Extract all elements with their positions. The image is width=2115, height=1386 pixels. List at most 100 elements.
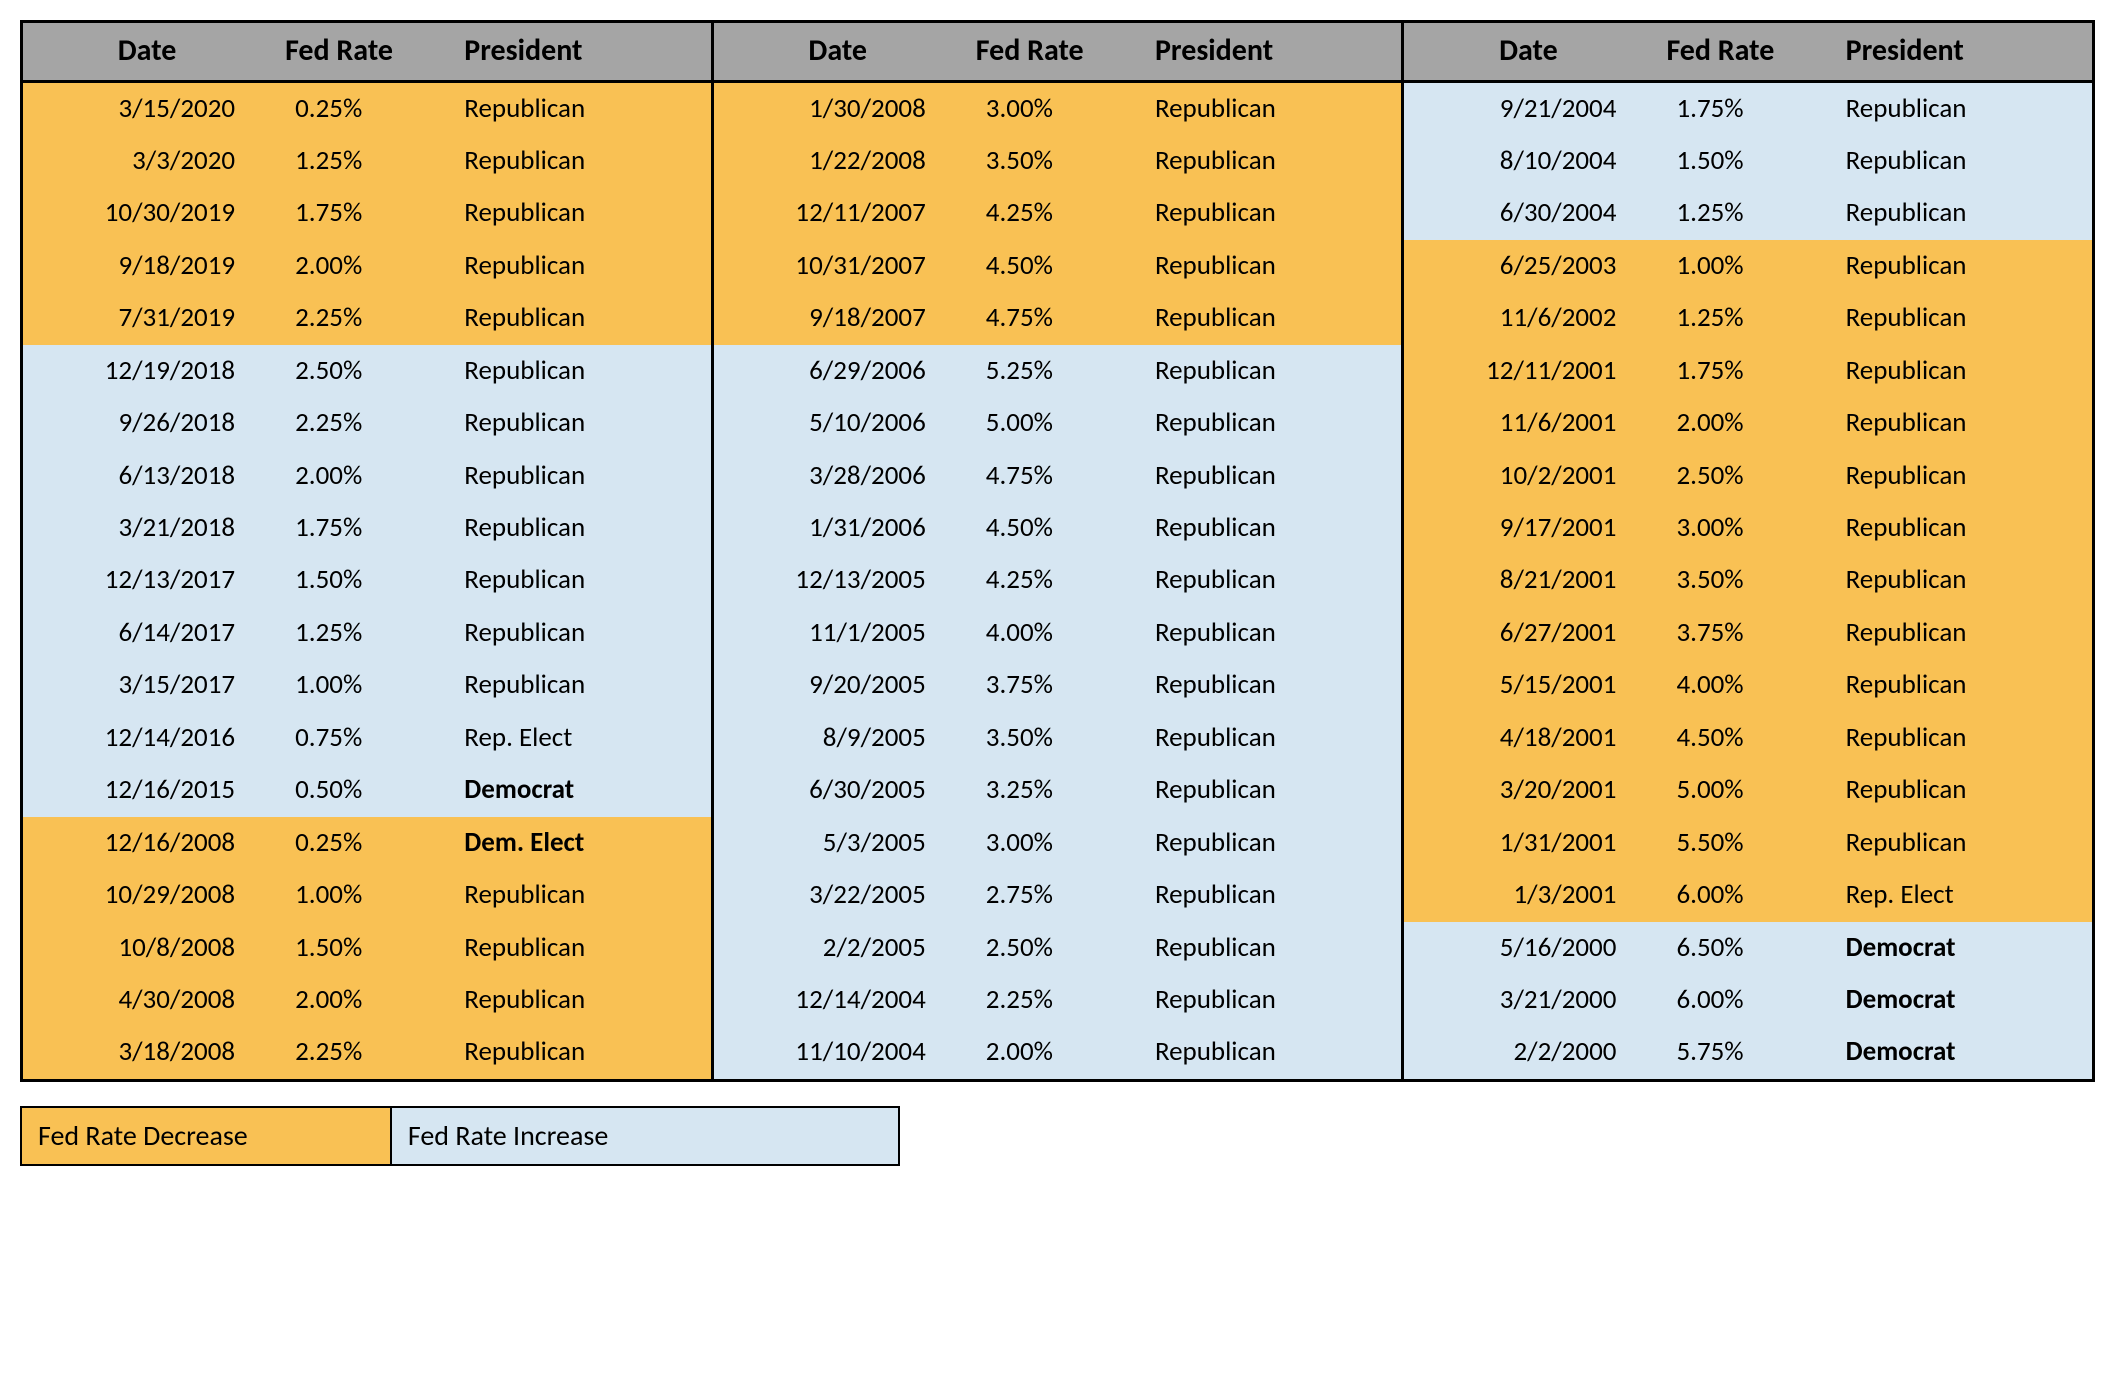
cell-date: 12/14/2016 — [23, 712, 271, 764]
header-rate: Fed Rate — [962, 23, 1141, 81]
cell-rate: 1.00% — [271, 869, 450, 921]
table-row: 10/29/20081.00%Republican — [23, 869, 712, 921]
cell-rate: 5.00% — [1652, 764, 1831, 816]
table-row: 12/11/20011.75%Republican — [1404, 345, 2093, 397]
cell-date: 9/18/2007 — [714, 292, 962, 344]
cell-date: 10/31/2007 — [714, 240, 962, 292]
cell-president: Republican — [1141, 922, 1403, 974]
table-row: 3/15/20200.25%Republican — [23, 81, 712, 135]
table-row: 12/14/20042.25%Republican — [714, 974, 1403, 1026]
cell-date: 1/22/2008 — [714, 135, 962, 187]
cell-president: Republican — [1141, 974, 1403, 1026]
cell-rate: 5.00% — [962, 397, 1141, 449]
table-row: 6/30/20041.25%Republican — [1404, 187, 2093, 239]
cell-president: Republican — [1832, 81, 2094, 135]
table-row: 4/30/20082.00%Republican — [23, 974, 712, 1026]
cell-president: Republican — [450, 922, 712, 974]
cell-rate: 2.25% — [271, 397, 450, 449]
cell-date: 11/6/2001 — [1404, 397, 1652, 449]
header-rate: Fed Rate — [271, 23, 450, 81]
cell-date: 5/10/2006 — [714, 397, 962, 449]
table-row: 1/3/20016.00%Rep. Elect — [1404, 869, 2093, 921]
table-row: 12/11/20074.25%Republican — [714, 187, 1403, 239]
cell-date: 9/17/2001 — [1404, 502, 1652, 554]
cell-president: Republican — [450, 502, 712, 554]
table-row: 4/18/20014.50%Republican — [1404, 712, 2093, 764]
cell-president: Republican — [1141, 659, 1403, 711]
table-row: 6/25/20031.00%Republican — [1404, 240, 2093, 292]
cell-rate: 6.00% — [1652, 869, 1831, 921]
cell-date: 12/16/2008 — [23, 817, 271, 869]
cell-rate: 2.75% — [962, 869, 1141, 921]
cell-president: Republican — [1832, 345, 2094, 397]
cell-rate: 5.75% — [1652, 1026, 1831, 1078]
cell-date: 3/3/2020 — [23, 135, 271, 187]
header-row: DateFed RatePresident — [1404, 23, 2093, 81]
header-row: DateFed RatePresident — [23, 23, 712, 81]
table-row: 3/21/20006.00%Democrat — [1404, 974, 2093, 1026]
cell-date: 8/21/2001 — [1404, 554, 1652, 606]
table-row: 5/15/20014.00%Republican — [1404, 659, 2093, 711]
table-row: 3/28/20064.75%Republican — [714, 450, 1403, 502]
cell-date: 12/16/2015 — [23, 764, 271, 816]
cell-date: 12/13/2017 — [23, 554, 271, 606]
cell-rate: 1.75% — [1652, 345, 1831, 397]
cell-rate: 0.75% — [271, 712, 450, 764]
cell-rate: 4.50% — [962, 502, 1141, 554]
cell-date: 3/28/2006 — [714, 450, 962, 502]
table-row: 1/31/20015.50%Republican — [1404, 817, 2093, 869]
cell-date: 3/21/2000 — [1404, 974, 1652, 1026]
cell-rate: 5.50% — [1652, 817, 1831, 869]
legend-increase: Fed Rate Increase — [390, 1108, 898, 1164]
cell-president: Republican — [1141, 345, 1403, 397]
cell-president: Republican — [1141, 817, 1403, 869]
table-row: 3/21/20181.75%Republican — [23, 502, 712, 554]
cell-president: Dem. Elect — [450, 817, 712, 869]
cell-president: Republican — [450, 292, 712, 344]
cell-date: 6/30/2004 — [1404, 187, 1652, 239]
table-row: 1/31/20064.50%Republican — [714, 502, 1403, 554]
cell-president: Rep. Elect — [1832, 869, 2094, 921]
cell-president: Democrat — [450, 764, 712, 816]
table-row: 1/22/20083.50%Republican — [714, 135, 1403, 187]
cell-rate: 1.00% — [1652, 240, 1831, 292]
cell-rate: 4.50% — [962, 240, 1141, 292]
cell-president: Republican — [1141, 869, 1403, 921]
cell-rate: 6.00% — [1652, 974, 1831, 1026]
table-row: 1/30/20083.00%Republican — [714, 81, 1403, 135]
cell-rate: 2.50% — [1652, 450, 1831, 502]
table-row: 6/13/20182.00%Republican — [23, 450, 712, 502]
cell-president: Democrat — [1832, 922, 2094, 974]
cell-date: 2/2/2005 — [714, 922, 962, 974]
cell-rate: 4.25% — [962, 554, 1141, 606]
cell-president: Democrat — [1832, 1026, 2094, 1078]
cell-president: Republican — [450, 345, 712, 397]
cell-date: 2/2/2000 — [1404, 1026, 1652, 1078]
cell-rate: 5.25% — [962, 345, 1141, 397]
cell-president: Republican — [1141, 607, 1403, 659]
cell-president: Republican — [1141, 450, 1403, 502]
table-row: 10/8/20081.50%Republican — [23, 922, 712, 974]
header-row: DateFed RatePresident — [714, 23, 1403, 81]
cell-date: 6/25/2003 — [1404, 240, 1652, 292]
cell-date: 3/18/2008 — [23, 1026, 271, 1078]
table-row: 3/22/20052.75%Republican — [714, 869, 1403, 921]
cell-rate: 1.75% — [271, 502, 450, 554]
cell-president: Republican — [450, 240, 712, 292]
cell-president: Republican — [1832, 817, 2094, 869]
header-date: Date — [23, 23, 271, 81]
cell-rate: 3.50% — [1652, 554, 1831, 606]
cell-rate: 2.00% — [962, 1026, 1141, 1078]
cell-date: 6/30/2005 — [714, 764, 962, 816]
cell-date: 3/22/2005 — [714, 869, 962, 921]
cell-president: Republican — [1141, 554, 1403, 606]
cell-date: 10/29/2008 — [23, 869, 271, 921]
table-row: 6/29/20065.25%Republican — [714, 345, 1403, 397]
cell-rate: 1.50% — [271, 554, 450, 606]
cell-rate: 1.00% — [271, 659, 450, 711]
header-date: Date — [714, 23, 962, 81]
fed-rate-column-1: DateFed RatePresident3/15/20200.25%Repub… — [23, 23, 714, 1079]
cell-date: 12/11/2007 — [714, 187, 962, 239]
cell-president: Republican — [450, 1026, 712, 1078]
cell-rate: 3.00% — [1652, 502, 1831, 554]
